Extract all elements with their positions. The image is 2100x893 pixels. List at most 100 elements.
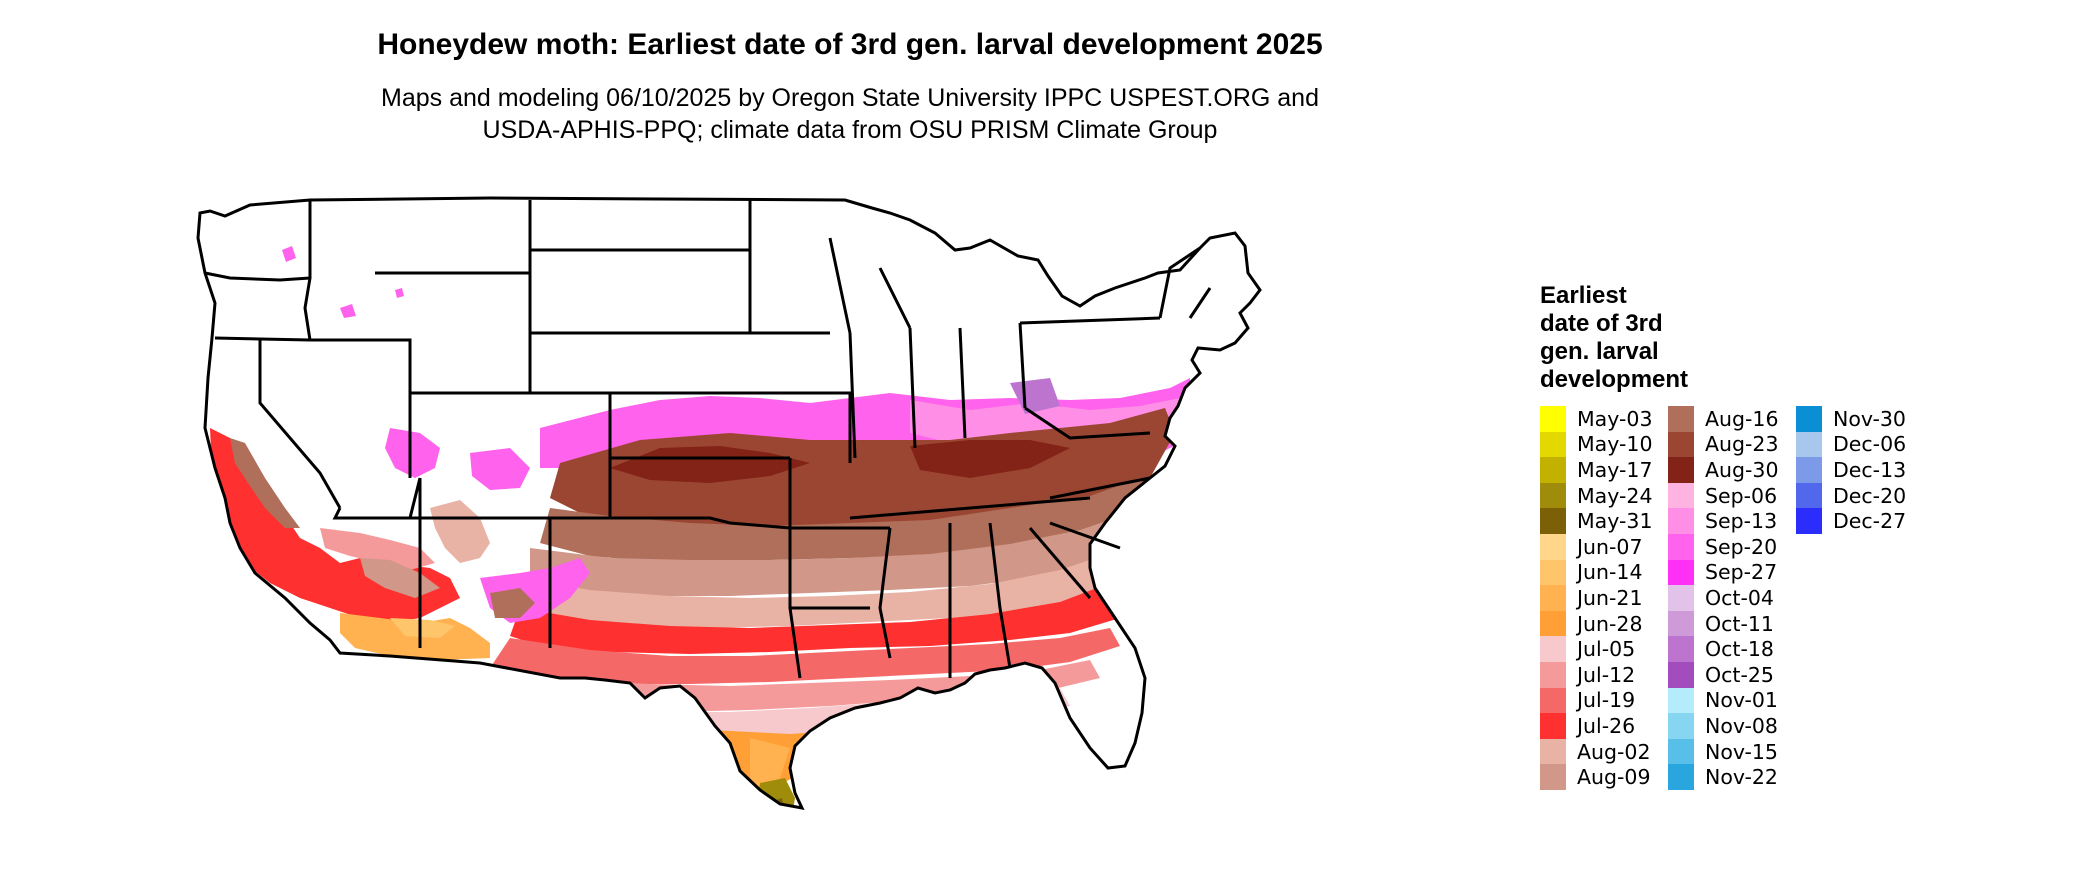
us-map-svg (196, 196, 1262, 860)
legend-label: Dec-06 (1833, 432, 1907, 457)
legend-item: Dec-27 (1796, 508, 1906, 534)
spot-id-pink (340, 304, 356, 318)
legend-title-line-4: development (1540, 366, 1689, 393)
band-nm-sep (470, 448, 530, 490)
legend-swatch (1796, 406, 1822, 432)
boundary-va-nc (1049, 476, 1151, 500)
band-jun-28 (630, 716, 1060, 790)
legend-label: Jun-07 (1577, 534, 1643, 559)
legend-label: Jul-19 (1577, 688, 1636, 713)
band-aug-30-b (910, 440, 1070, 478)
band-aug-23 (550, 408, 1175, 533)
band-sw-jul-12 (320, 528, 435, 570)
legend-swatch (1540, 738, 1566, 765)
boundary-pa-ny (1019, 316, 1161, 325)
legend-item: Oct-11 (1668, 610, 1779, 637)
spot-mt-pink (395, 288, 404, 298)
legend-columns: May-03 May-10 May-17 May-24 May-31 Jun-07 Jun-… (1540, 406, 2040, 806)
band-sw-aug-16-b (490, 588, 535, 618)
legend-swatch (1668, 533, 1694, 560)
legend-label: Nov-15 (1705, 739, 1778, 764)
legend-title-line-2: date of 3rd (1540, 310, 1663, 337)
legend-label: May-24 (1577, 483, 1653, 508)
band-fl-may-31 (1058, 818, 1078, 860)
spot-wa-pink (282, 246, 296, 262)
legend-label: Dec-20 (1833, 483, 1907, 508)
subtitle-line-1: Maps and modeling 06/10/2025 by Oregon S… (381, 84, 1319, 112)
legend-title-line-3: gen. larval (1540, 338, 1659, 365)
legend-item: Aug-09 (1540, 764, 1653, 790)
legend-item: May-03 (1540, 406, 1653, 432)
legend-swatch (1668, 508, 1694, 534)
boundary-ne-states (1158, 246, 1212, 319)
boundary-in-oh (958, 327, 967, 439)
boundary-ms-al (878, 523, 952, 678)
legend-item: Jun-07 (1540, 533, 1653, 560)
band-aug-16 (540, 478, 1150, 563)
legend-swatch (1796, 457, 1822, 483)
band-fl-may-24 (1045, 788, 1080, 808)
legend-item: Jun-21 (1540, 585, 1653, 611)
legend-swatch (1668, 738, 1694, 765)
legend-label: Sep-13 (1705, 509, 1778, 534)
legend-swatch (1540, 457, 1566, 483)
legend-label: Aug-16 (1705, 406, 1779, 431)
band-sw-sep (385, 428, 440, 478)
legend-swatch (1540, 533, 1566, 560)
legend-label: Jun-21 (1577, 585, 1643, 610)
legend-item: Aug-23 (1668, 431, 1779, 458)
legend-label: Jul-26 (1577, 713, 1636, 738)
legend-item: Aug-16 (1668, 406, 1779, 432)
legend-swatch (1668, 431, 1694, 458)
legend-swatch (1540, 661, 1566, 688)
legend-item: Nov-01 (1668, 687, 1779, 714)
legend-label: Oct-04 (1705, 585, 1774, 610)
boundary-oh-pa (1018, 322, 1027, 409)
legend-item: May-17 (1540, 457, 1653, 483)
boundary-wa-or (204, 271, 311, 282)
legend-item: Dec-20 (1796, 482, 1907, 509)
legend-title-line-1: Earliest (1540, 282, 1627, 309)
legend-swatch (1668, 713, 1694, 739)
legend-label: Jun-28 (1577, 611, 1643, 636)
legend-swatch (1540, 636, 1566, 662)
legend-swatch (1540, 559, 1566, 586)
legend-swatch (1540, 406, 1566, 432)
legend-item: May-24 (1540, 482, 1653, 509)
legend-swatch (1540, 431, 1566, 458)
legend-item: Jun-14 (1540, 559, 1653, 586)
legend-item: Sep-13 (1668, 508, 1779, 534)
boundary-or-ca (214, 336, 311, 342)
legend-label: Sep-27 (1705, 560, 1778, 585)
state-boundaries (196, 196, 1262, 810)
us-map (190, 178, 1480, 888)
legend-swatch (1668, 559, 1694, 586)
band-aug-30 (610, 446, 810, 483)
legend-swatch (1540, 687, 1566, 714)
legend-item: Oct-25 (1668, 661, 1779, 688)
legend-label: Nov-08 (1705, 713, 1778, 738)
legend-item: Sep-06 (1668, 482, 1779, 509)
map-subtitle: Maps and modeling 06/10/2025 by Oregon S… (0, 82, 1700, 146)
boundary-ut-az (332, 477, 422, 520)
band-sw-aug-02 (430, 500, 490, 563)
legend-label: May-10 (1577, 432, 1653, 457)
legend-item: Jun-28 (1540, 610, 1653, 637)
boundary-ca-nv (258, 340, 342, 509)
boundary-il-in (848, 327, 917, 459)
boundary-al-ga (988, 522, 1012, 669)
legend-item: Jul-19 (1540, 687, 1653, 714)
legend-label: Sep-06 (1705, 483, 1778, 508)
boundary-sc-ga (1028, 527, 1092, 599)
legend-item: Jul-26 (1540, 713, 1653, 739)
legend-item: Dec-13 (1796, 457, 1906, 483)
legend-label: Sep-20 (1705, 534, 1778, 559)
legend-label: Jun-14 (1577, 560, 1643, 585)
legend-swatch (1668, 482, 1694, 509)
legend-label: Nov-30 (1833, 406, 1906, 431)
legend-swatch (1668, 764, 1694, 790)
legend-item: Aug-30 (1668, 457, 1779, 483)
legend-swatch (1796, 431, 1822, 458)
legend-item: Jul-12 (1540, 661, 1653, 688)
band-aug-09 (530, 513, 1140, 596)
